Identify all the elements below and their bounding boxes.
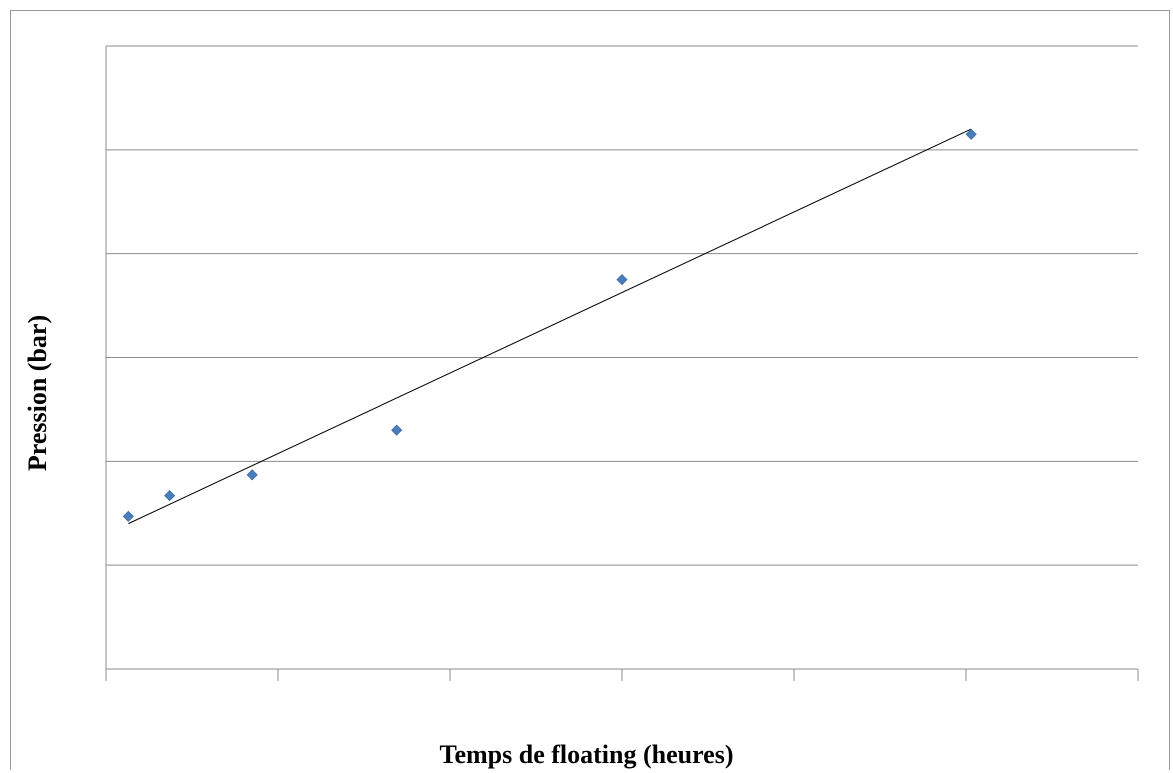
data-point xyxy=(164,490,176,502)
x-axis xyxy=(105,46,1139,681)
data-points xyxy=(122,128,977,522)
data-point xyxy=(616,274,628,286)
data-point xyxy=(246,469,258,481)
trendline xyxy=(128,128,972,525)
data-point xyxy=(965,128,977,140)
data-point xyxy=(391,424,403,436)
y-axis-title: Pression (bar) xyxy=(23,314,52,472)
trendline-layer xyxy=(128,128,972,525)
data-point xyxy=(122,510,134,522)
gridlines xyxy=(106,45,1138,566)
chart-frame xyxy=(10,10,1170,770)
x-axis-title: Temps de floating (heures) xyxy=(439,740,734,769)
